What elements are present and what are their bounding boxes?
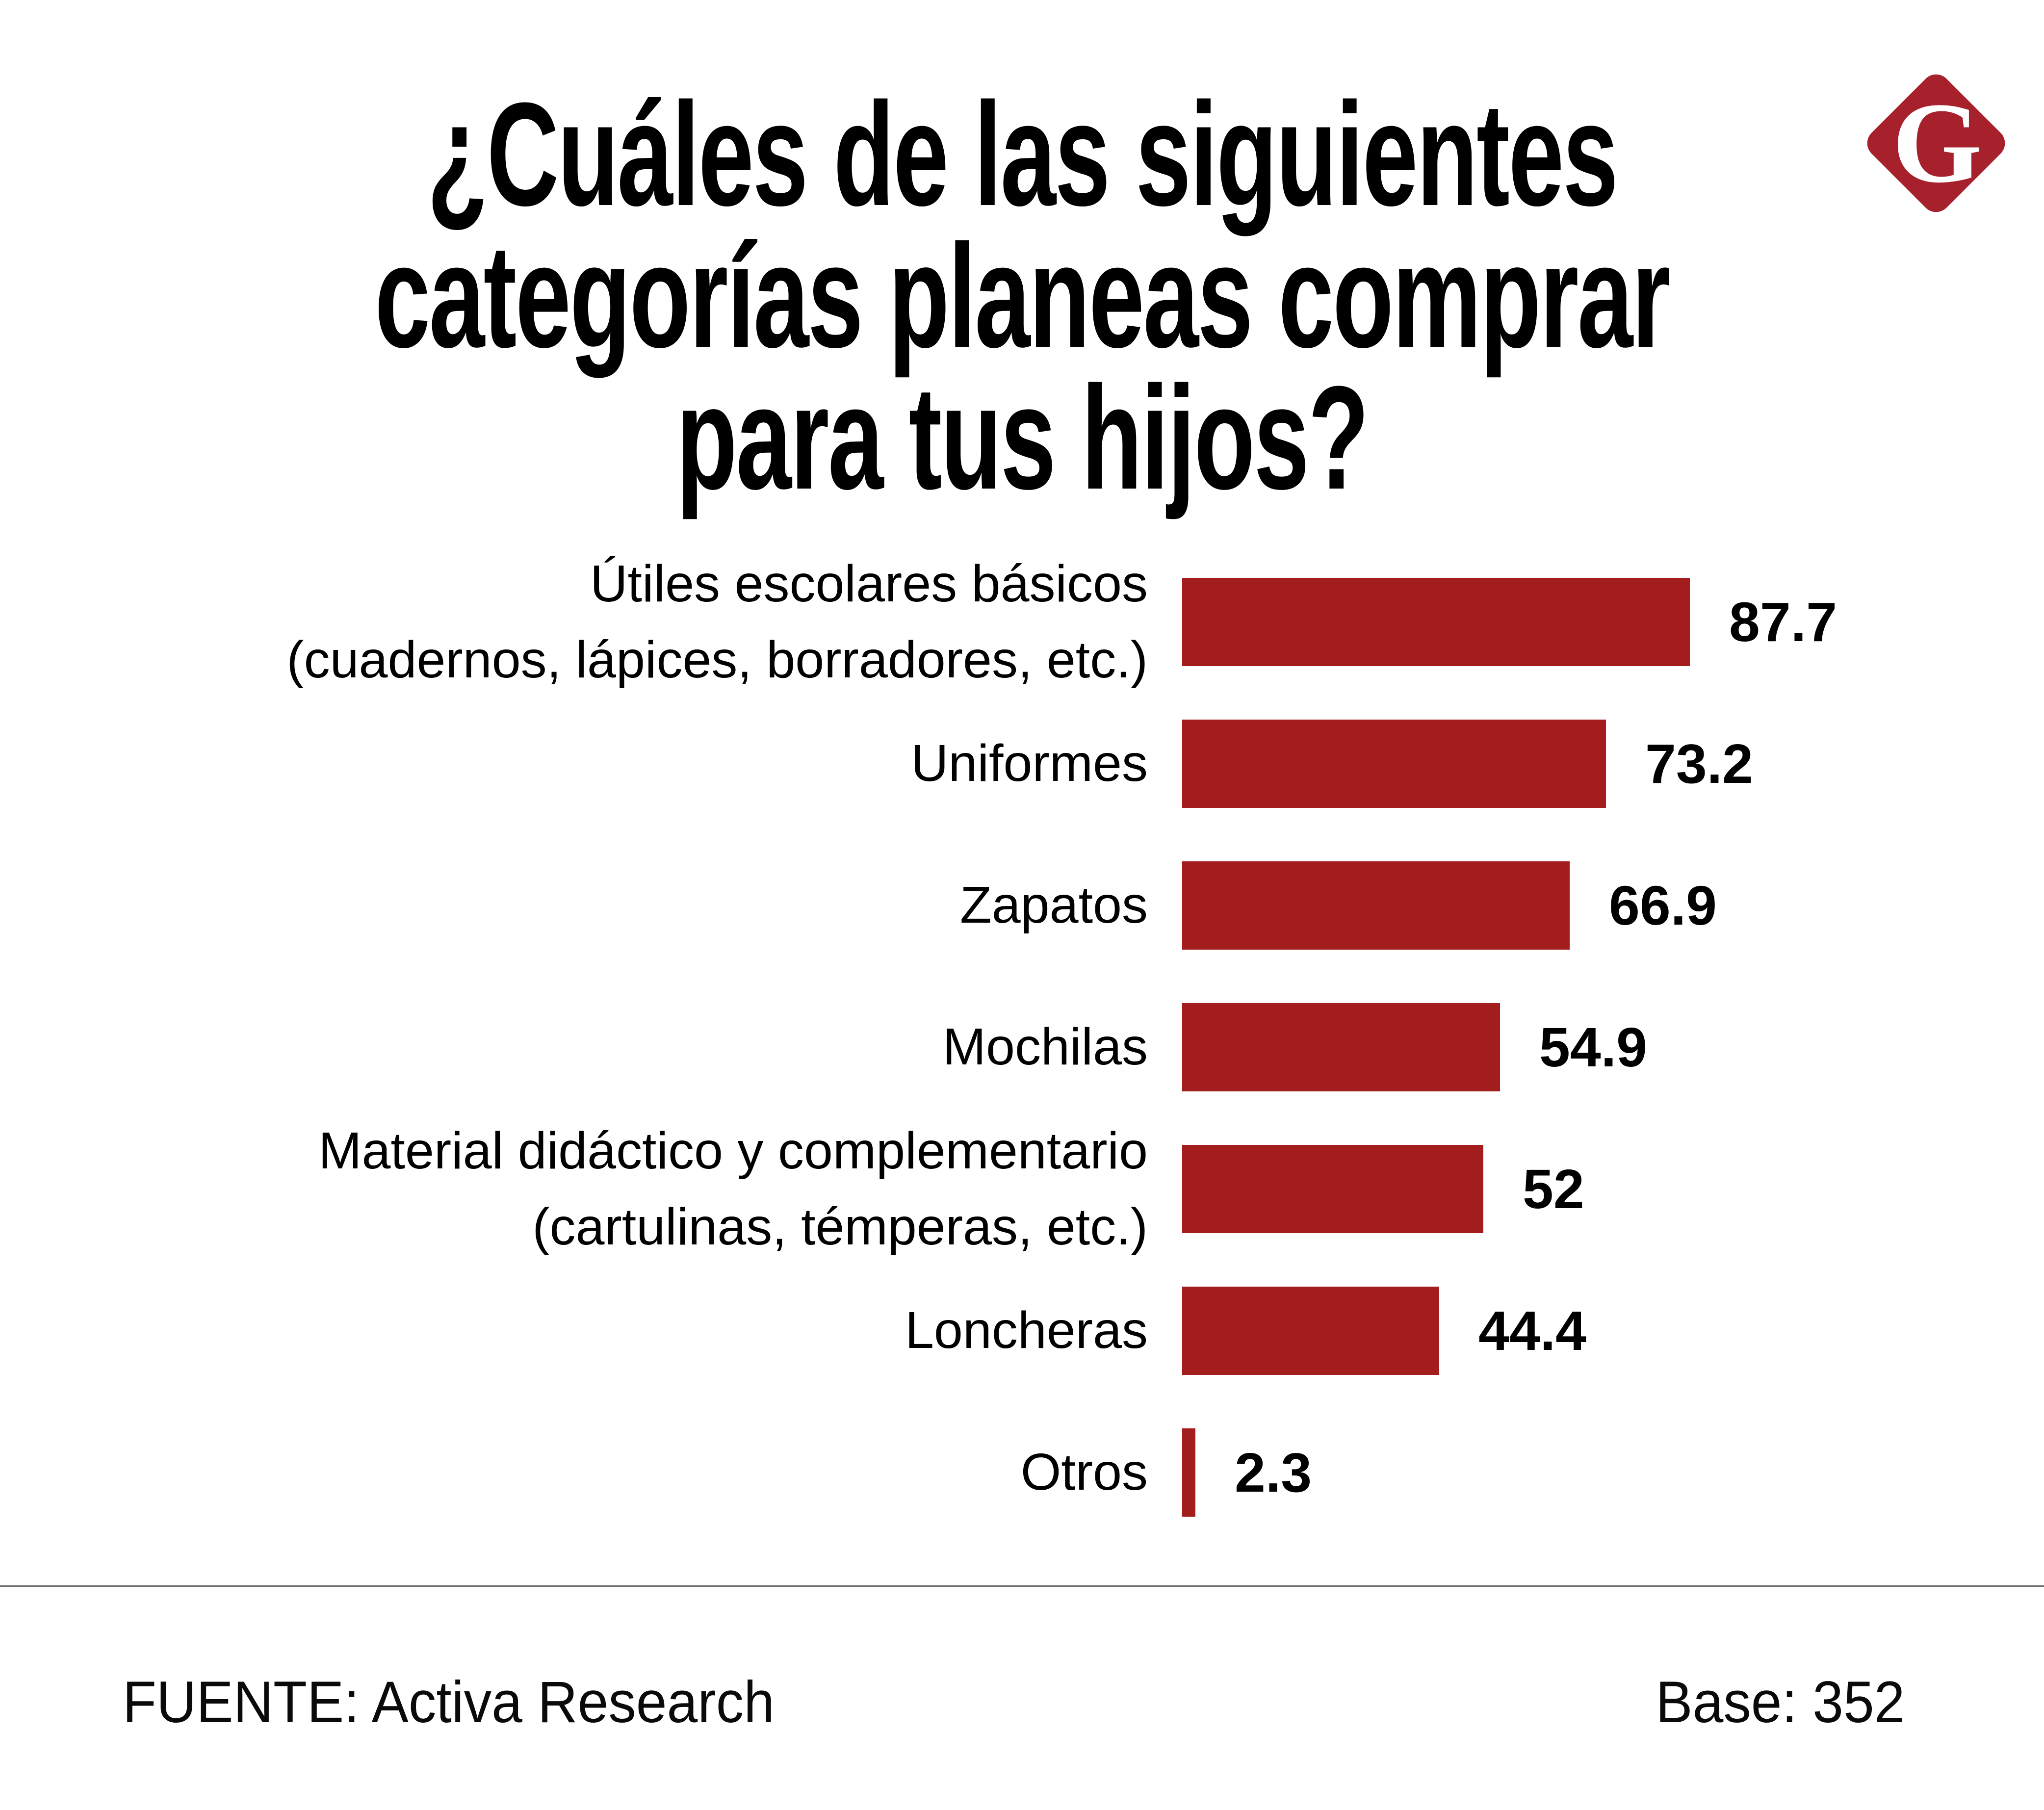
bar-label: Útiles escolares básicos (cuadernos, lápi… [0, 546, 1148, 698]
source-text: FUENTE: Activa Research [123, 1669, 775, 1735]
bar-value: 44.4 [1478, 1299, 1586, 1362]
bar [1182, 1428, 1195, 1517]
bar-row: Loncheras 44.4 [0, 1260, 2044, 1401]
gestion-logo: G [1828, 35, 2042, 251]
bar-label-line: Mochilas [942, 1018, 1148, 1076]
bar-value: 87.7 [1729, 591, 1837, 653]
bar-label-line: Zapatos [959, 876, 1148, 934]
bar-label: Uniformes [0, 725, 1148, 802]
bar [1182, 577, 1690, 666]
bar [1182, 719, 1606, 808]
logo-diamond [1867, 74, 2005, 212]
bar-label: Zapatos [0, 867, 1148, 943]
bar-row: Mochilas 54.9 [0, 976, 2044, 1118]
title-line: para tus hijos? [676, 355, 1369, 520]
logo-letter: G [1892, 79, 1982, 207]
bar [1182, 1003, 1500, 1091]
bar-label-line: (cuadernos, lápices, borradores, etc.) [286, 630, 1148, 689]
bar-label: Mochilas [0, 1009, 1148, 1085]
bar-label: Otros [0, 1434, 1148, 1510]
bar-label-line: Loncheras [905, 1301, 1148, 1359]
bar-row: Otros 2.3 [0, 1401, 2044, 1543]
bar-value: 52 [1523, 1158, 1584, 1220]
page-title-text: ¿Cuáles de las siguientes categorías plan… [374, 72, 1671, 520]
bar-value: 54.9 [1539, 1016, 1647, 1078]
bar [1182, 1144, 1483, 1233]
bar-row: Material didáctico y complementario (cart… [0, 1118, 2044, 1260]
bar-row: Uniformes 73.2 [0, 693, 2044, 834]
bar-value: 73.2 [1645, 732, 1753, 795]
bar-chart: Útiles escolares básicos (cuadernos, lápi… [0, 551, 2044, 1543]
logo-diamond-graphic: G [1867, 74, 2005, 212]
base-text: Base: 352 [1656, 1669, 1905, 1735]
bar-label: Material didáctico y complementario (cart… [0, 1113, 1148, 1265]
bar-label-line: Otros [1020, 1443, 1148, 1501]
bar-label-line: Útiles escolares básicos [590, 554, 1148, 613]
title-line: categorías planeas comprar [374, 213, 1671, 378]
page-title: ¿Cuáles de las siguientes categorías plan… [0, 72, 2044, 520]
bar-label-line: Uniformes [910, 734, 1148, 792]
bar-label-line: (cartulinas, témperas, etc.) [532, 1197, 1148, 1256]
bar-value: 66.9 [1609, 874, 1717, 936]
bar-label: Loncheras [0, 1293, 1148, 1369]
bar-label-line: Material didáctico y complementario [318, 1121, 1148, 1180]
bar-row: Zapatos 66.9 [0, 834, 2044, 976]
bar [1182, 1286, 1439, 1375]
bar-row: Útiles escolares básicos (cuadernos, lápi… [0, 551, 2044, 693]
bar-value: 2.3 [1235, 1441, 1312, 1503]
footer-divider [0, 1585, 2044, 1587]
title-line: ¿Cuáles de las siguientes [427, 72, 1618, 236]
bar [1182, 861, 1570, 950]
